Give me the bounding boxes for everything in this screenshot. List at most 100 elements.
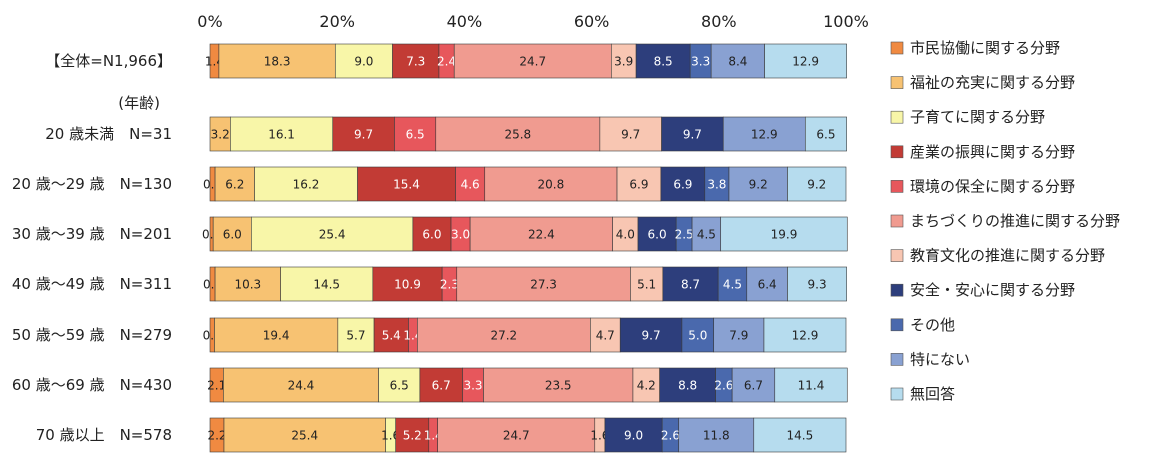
data-label: 9.0 — [354, 55, 373, 69]
legend-swatch — [890, 318, 904, 332]
data-label: 12.9 — [792, 55, 819, 69]
bar-segment — [484, 166, 618, 202]
data-label: 15.4 — [393, 178, 420, 192]
bar-segment — [804, 116, 847, 152]
data-label: 24.7 — [503, 429, 530, 443]
data-label: 3.9 — [614, 55, 633, 69]
data-label: 6.7 — [744, 379, 763, 393]
legend-swatch — [890, 110, 904, 124]
data-label: 2.6 — [714, 379, 733, 393]
bar-segment — [619, 317, 683, 353]
data-label: 5.2 — [403, 429, 422, 443]
data-label: 12.9 — [751, 128, 778, 142]
row-label: 50 歳～59 歳 N=279 — [12, 326, 172, 344]
data-label: 11.4 — [798, 379, 825, 393]
bar-segment — [373, 317, 409, 353]
data-label: 24.7 — [519, 55, 546, 69]
bar-segment — [214, 317, 339, 353]
bar-segment — [604, 417, 663, 453]
data-label: 8.7 — [681, 278, 700, 292]
data-label: 3.0 — [451, 228, 470, 242]
legend-label: その他 — [910, 316, 955, 334]
legend-label: 福祉の充実に関する分野 — [910, 74, 1075, 92]
data-label: 22.4 — [528, 228, 555, 242]
data-label: 4.0 — [616, 228, 635, 242]
data-label: 6.5 — [390, 379, 409, 393]
data-label: 2.6 — [661, 429, 680, 443]
bar-segment — [251, 216, 414, 252]
data-label: 2.3 — [440, 278, 459, 292]
bar-segment — [212, 216, 252, 252]
bar-segment — [392, 43, 440, 79]
bar-segment — [681, 317, 715, 353]
bar-segment — [787, 266, 847, 302]
legend: 市民協働に関する分野福祉の充実に関する分野子育てに関する分野産業の振興に関する分… — [890, 39, 1120, 403]
row-label: 20 歳未満 N=31 — [45, 125, 172, 143]
x-tick-label: 40% — [447, 12, 483, 31]
data-label: 4.5 — [697, 228, 716, 242]
bar-segment — [599, 116, 662, 152]
bar-segment — [395, 417, 430, 453]
bar-segment — [453, 43, 612, 79]
bar-segment — [660, 166, 706, 202]
x-tick-label: 80% — [701, 12, 737, 31]
data-label: 2.1 — [207, 379, 226, 393]
data-label: 3.2 — [211, 128, 230, 142]
data-label: 9.7 — [621, 128, 640, 142]
legend-label: 環境の保全に関する分野 — [910, 177, 1075, 195]
data-label: 9.7 — [642, 329, 661, 343]
bar-segment — [630, 266, 664, 302]
legend-swatch — [890, 249, 904, 262]
bar-segment — [753, 417, 847, 453]
bar-segment — [412, 216, 452, 252]
bar-segment — [661, 116, 724, 152]
bar-segment — [469, 216, 613, 252]
legend-label: 産業の振興に関する分野 — [910, 143, 1075, 161]
data-label: 6.7 — [432, 379, 451, 393]
data-label: 4.2 — [637, 379, 656, 393]
data-label: 14.5 — [787, 429, 814, 443]
row-label: 20 歳～29 歳 N=130 — [12, 175, 172, 193]
data-label: 9.7 — [354, 128, 373, 142]
x-tick-label: 60% — [574, 12, 610, 31]
bar-segment — [357, 166, 456, 202]
data-label: 25.4 — [291, 429, 318, 443]
bar-segment — [710, 43, 765, 79]
data-label: 9.7 — [683, 128, 702, 142]
data-label: 9.0 — [624, 429, 643, 443]
data-label: 9.2 — [749, 178, 768, 192]
data-label: 6.5 — [406, 128, 425, 142]
data-label: 19.4 — [263, 329, 290, 343]
data-label: 9.2 — [807, 178, 826, 192]
data-label: 14.5 — [313, 278, 340, 292]
bar-segment — [230, 116, 334, 152]
bar-segment — [612, 216, 639, 252]
bar-segment — [635, 43, 691, 79]
data-label: 6.0 — [422, 228, 441, 242]
bar-segment — [435, 116, 601, 152]
bar-segment — [223, 367, 379, 403]
bar-segment — [774, 367, 848, 403]
x-axis-ticks: 0% 20% 40% 60% 80% 100% — [197, 12, 869, 31]
legend-swatch — [890, 214, 904, 228]
x-tick-label: 100% — [823, 12, 869, 31]
legend-swatch — [890, 76, 904, 89]
data-label: 25.4 — [319, 228, 346, 242]
bar-segment — [332, 116, 395, 152]
data-label: 16.2 — [293, 178, 320, 192]
bar-segment — [713, 317, 765, 353]
data-label: 12.9 — [792, 329, 819, 343]
data-label: 2.2 — [207, 429, 226, 443]
bar-segment — [662, 266, 719, 302]
data-label: 6.0 — [223, 228, 242, 242]
data-label: 10.3 — [234, 278, 261, 292]
data-label: 6.9 — [629, 178, 648, 192]
legend-swatch — [890, 180, 904, 193]
data-label: 6.9 — [673, 178, 692, 192]
data-label: 2.5 — [675, 228, 694, 242]
data-label: 11.8 — [703, 429, 730, 443]
bar-segment — [456, 266, 631, 302]
x-tick-label: 20% — [319, 12, 355, 31]
bar-segment — [611, 43, 637, 79]
